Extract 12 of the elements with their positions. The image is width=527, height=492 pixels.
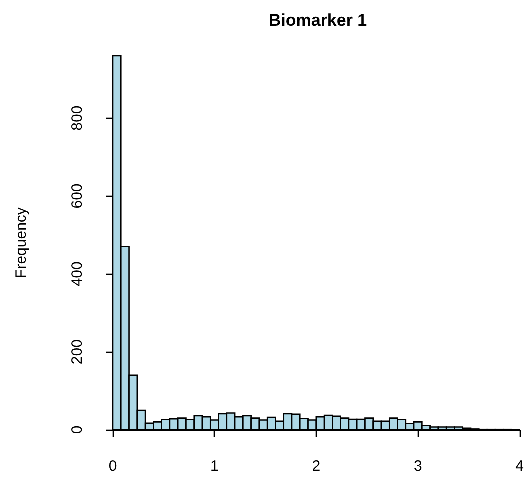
chart-title: Biomarker 1 — [268, 11, 368, 30]
y-tick-label: 400 — [69, 262, 86, 287]
y-tick-label: 800 — [69, 106, 86, 131]
y-tick-label: 0 — [69, 426, 86, 434]
y-axis-title: Frequency — [13, 207, 30, 278]
y-tick-label: 200 — [69, 340, 86, 365]
x-tick-label: 1 — [210, 458, 219, 475]
x-tick-label: 3 — [414, 458, 422, 475]
y-tick-label: 600 — [69, 184, 86, 209]
x-tick-label: 2 — [312, 458, 321, 475]
x-tick-label: 4 — [516, 458, 524, 475]
x-tick-label: 0 — [108, 458, 118, 475]
